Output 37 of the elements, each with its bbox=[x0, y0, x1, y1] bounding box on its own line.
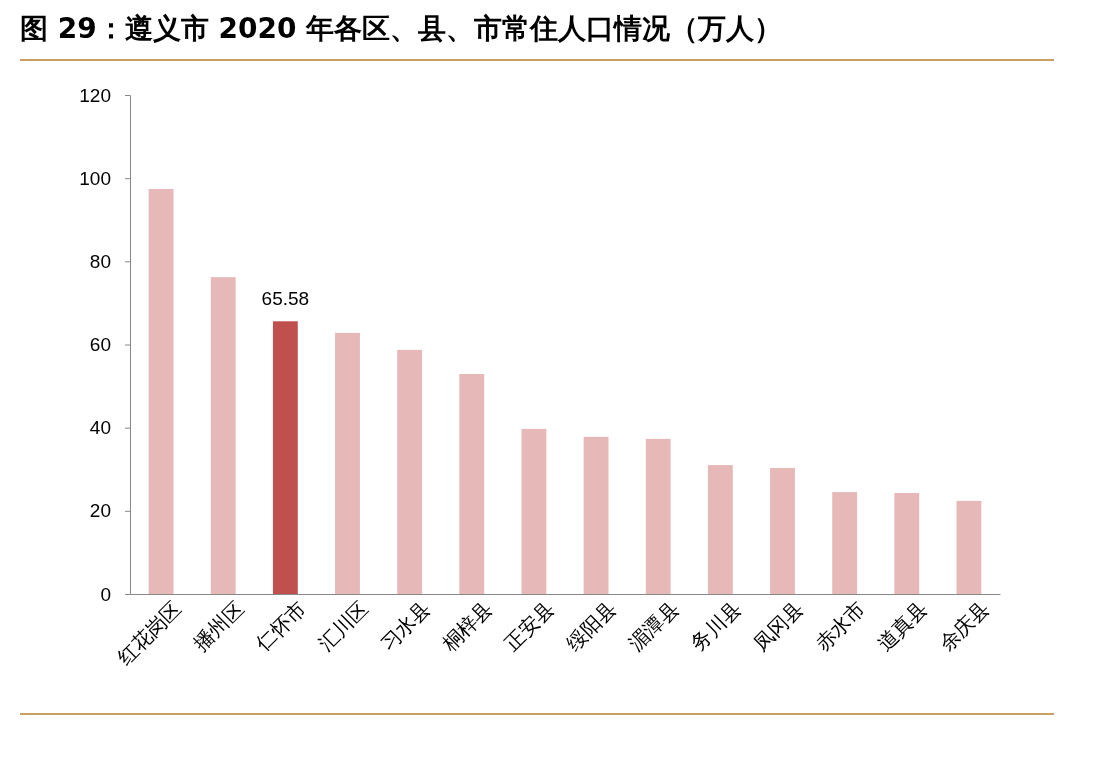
bar bbox=[210, 277, 236, 594]
x-tick-label: 仁怀市 bbox=[251, 596, 310, 656]
y-tick-label: 80 bbox=[89, 250, 111, 272]
bar bbox=[148, 188, 174, 594]
x-tick-label: 播州区 bbox=[189, 596, 248, 655]
x-tick-label: 桐梓县 bbox=[437, 596, 497, 656]
y-tick-label: 0 bbox=[100, 583, 111, 605]
y-tick-label: 120 bbox=[79, 84, 111, 106]
x-tick-label: 汇川区 bbox=[313, 596, 372, 655]
bar bbox=[397, 349, 423, 594]
x-tick-label: 余庆县 bbox=[935, 596, 994, 655]
y-tick-label: 40 bbox=[89, 417, 111, 439]
bar bbox=[645, 438, 671, 594]
x-tick-label: 习水县 bbox=[376, 596, 435, 655]
data-label: 65.58 bbox=[261, 288, 310, 310]
x-tick-label: 凤冈县 bbox=[748, 596, 807, 655]
x-tick-label: 正安县 bbox=[500, 596, 559, 655]
bar bbox=[956, 500, 982, 594]
y-tick-label: 20 bbox=[89, 500, 111, 522]
x-tick-label: 绥阳县 bbox=[562, 596, 621, 655]
bar bbox=[707, 465, 733, 594]
x-tick-label: 湄潭县 bbox=[624, 596, 683, 655]
bar bbox=[459, 374, 485, 594]
chart-title: 图 29：遵义市 2020 年各区、县、市常住人口情况（万人） bbox=[20, 12, 783, 45]
x-tick-label: 红花岗区 bbox=[113, 596, 186, 669]
bar bbox=[335, 332, 360, 594]
y-tick-label: 60 bbox=[89, 334, 111, 356]
bar bbox=[521, 428, 547, 594]
bar bbox=[272, 321, 298, 594]
x-tick-label: 道真县 bbox=[873, 596, 932, 655]
bar bbox=[832, 492, 858, 594]
y-tick-label: 100 bbox=[79, 167, 111, 189]
x-tick-label: 赤水市 bbox=[811, 596, 870, 655]
bar bbox=[894, 492, 920, 594]
bar bbox=[770, 468, 795, 594]
x-tick-label: 务川县 bbox=[686, 596, 745, 655]
bar bbox=[583, 436, 609, 594]
